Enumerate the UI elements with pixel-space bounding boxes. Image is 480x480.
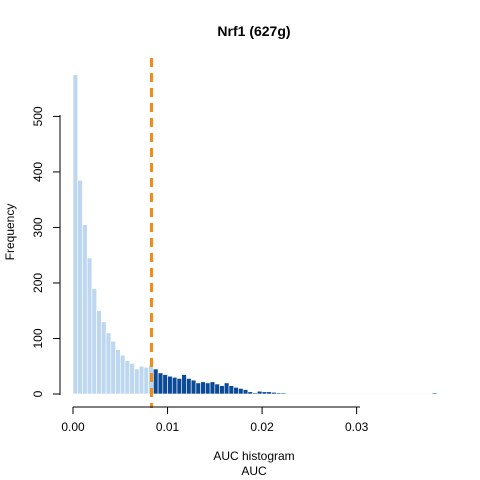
histogram-bar [327,393,334,395]
histogram-bar [422,393,428,395]
histogram-bar [86,257,93,395]
histogram-bar [342,393,348,395]
histogram-bar [417,393,424,395]
histogram-bar [384,393,391,395]
histogram-bar [242,389,249,395]
histogram-bar [375,393,381,395]
histogram-bar [285,393,291,395]
histogram-bar [271,392,277,395]
histogram-bar [389,393,395,395]
histogram-bar [138,365,145,395]
histogram-bar [299,393,305,395]
y-tick-label: 500 [31,106,45,126]
histogram-bar [157,372,164,395]
x-axis-subtitle: AUC [241,464,267,478]
histogram-bar [365,393,372,395]
histogram-bar [233,387,239,395]
histogram-bar [143,367,149,395]
histogram-bar [129,363,135,395]
histogram-bar [361,393,367,395]
histogram-bar [261,391,268,395]
histogram-bar [110,340,116,395]
histogram-bar [318,393,324,395]
histogram-bar [351,393,357,395]
histogram-bar [190,379,197,395]
histogram-bar [280,392,287,395]
histogram-bar [313,393,320,395]
histogram-bar [427,393,433,395]
histogram-bar [257,390,263,395]
histogram-bar [398,393,405,395]
histogram-bar [214,383,220,395]
histogram-bar [228,385,235,395]
histogram-bar [304,393,310,395]
histogram-bars [72,74,438,395]
histogram-bar [181,374,187,395]
histogram-bar [379,393,386,395]
histogram-bar [115,349,121,395]
histogram-bar [77,179,83,395]
histogram-bar [413,393,419,395]
histogram-bar [96,310,102,395]
x-tick-label: 0.03 [345,420,369,434]
histogram-bar [209,381,216,395]
histogram-bar [370,393,376,395]
histogram-bar [403,393,409,395]
histogram-bar [72,74,79,395]
histogram-bar [219,385,225,395]
y-tick-label: 300 [31,217,45,237]
histogram-bar [162,374,168,395]
x-tick-label: 0.01 [156,420,180,434]
histogram-bar [266,391,272,395]
histogram-bar [290,393,296,395]
histogram-bar [238,388,244,395]
histogram-bar [337,393,343,395]
histogram-bar [124,360,131,395]
histogram-bar [200,381,206,395]
histogram-bar [153,368,159,395]
histogram-bar [171,377,178,395]
x-axis-title: AUC histogram [213,449,294,463]
histogram-bar [323,393,329,395]
histogram-bar [346,393,353,395]
histogram-bar [223,382,230,395]
histogram-bar [195,382,201,395]
histogram-bar [205,382,211,395]
histogram-bar [134,368,140,395]
y-tick-label: 0 [31,390,45,397]
histogram-bar [408,393,414,395]
y-tick-label: 200 [31,273,45,293]
histogram-bar [332,393,339,395]
histogram-bar [91,288,97,395]
y-axis-title: Frequency [3,204,17,261]
chart-title: Nrf1 (627g) [217,23,290,39]
histogram-bar [394,393,400,395]
histogram-bar [275,392,282,395]
y-tick-label: 100 [31,328,45,348]
histogram-bar [167,375,173,395]
x-axis-ticks: 0.00 0.01 0.02 0.03 [61,407,369,434]
y-axis-ticks: 0 100 200 300 400 500 [31,106,60,397]
histogram-bar [294,393,301,395]
x-tick-label: 0.02 [250,420,274,434]
histogram-bar [82,224,88,395]
histogram-bar [247,391,253,395]
histogram-bar [119,354,126,395]
histogram-bar [186,378,192,395]
histogram-bar [252,392,258,395]
histogram-bar [309,393,315,395]
histogram-bar [431,392,438,395]
histogram-bar [176,378,183,395]
histogram-bar [101,321,107,395]
histogram-bar [356,393,362,395]
histogram-bar [105,332,112,395]
x-tick-label: 0.00 [61,420,85,434]
y-tick-label: 400 [31,162,45,182]
